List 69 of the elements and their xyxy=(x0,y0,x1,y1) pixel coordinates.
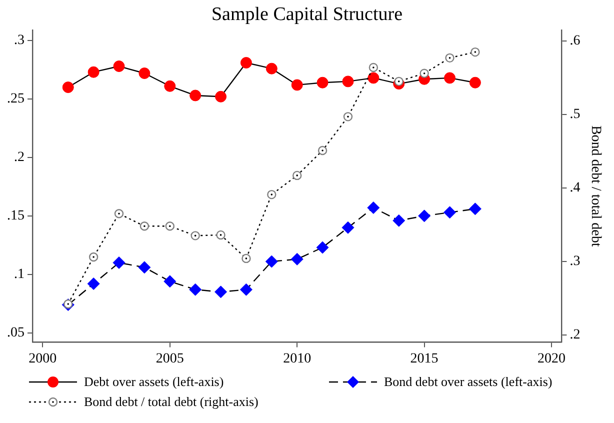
point xyxy=(343,112,353,122)
point xyxy=(112,256,126,269)
y-tick-label: .1 xyxy=(14,267,24,282)
point xyxy=(88,66,100,78)
point xyxy=(265,255,278,268)
legend-label: Bond debt / total debt (right-axis) xyxy=(84,394,258,410)
x-tick-label: 2010 xyxy=(283,351,312,366)
point xyxy=(342,221,354,234)
y2-axis-title: Bond debt / total debt xyxy=(588,125,603,247)
point xyxy=(316,241,329,254)
point xyxy=(342,76,354,88)
y2-tick-label: .6 xyxy=(570,34,580,49)
point xyxy=(418,210,431,222)
point xyxy=(62,82,74,94)
y-tick-label: .15 xyxy=(7,208,24,224)
point xyxy=(367,201,380,214)
x-tick-label: 2015 xyxy=(410,351,438,366)
point xyxy=(469,76,481,88)
point xyxy=(113,60,125,72)
point xyxy=(215,90,227,102)
point xyxy=(240,56,252,68)
y-tick-label: .2 xyxy=(14,150,24,166)
point xyxy=(316,76,328,88)
point xyxy=(470,47,480,57)
point xyxy=(216,230,226,240)
point xyxy=(368,72,380,84)
point xyxy=(190,90,202,102)
point xyxy=(189,283,202,296)
point xyxy=(64,299,73,309)
point xyxy=(291,79,303,91)
point xyxy=(444,72,456,84)
point xyxy=(164,275,176,288)
point xyxy=(87,277,100,290)
point xyxy=(240,283,252,296)
point xyxy=(138,68,150,80)
y2-tick-label: .3 xyxy=(570,254,580,270)
x-tick-label: 2020 xyxy=(538,351,566,366)
point xyxy=(140,222,150,231)
point xyxy=(318,146,328,156)
point xyxy=(114,209,124,218)
point xyxy=(290,252,304,266)
y2-tick-label: .5 xyxy=(570,107,580,122)
point xyxy=(164,80,176,92)
x-tick-label: 2000 xyxy=(28,351,57,366)
point xyxy=(444,206,456,219)
point xyxy=(292,170,302,180)
point xyxy=(165,222,174,231)
y-tick-label: .05 xyxy=(7,326,24,341)
y2-tick-label: .2 xyxy=(570,328,580,343)
y2-tick-label: .4 xyxy=(570,180,580,196)
point xyxy=(214,286,228,298)
y-tick-label: .3 xyxy=(14,33,24,48)
point xyxy=(368,62,378,72)
point xyxy=(267,190,276,200)
point xyxy=(468,202,482,216)
point xyxy=(266,62,278,74)
point xyxy=(394,76,404,86)
point xyxy=(88,252,98,262)
legend-label: Bond debt over assets (left-axis) xyxy=(384,374,552,390)
x-tick-label: 2005 xyxy=(156,351,184,366)
point xyxy=(138,261,151,274)
legend-label: Debt over assets (left-axis) xyxy=(84,374,224,390)
point xyxy=(190,231,200,240)
point xyxy=(392,214,406,227)
point xyxy=(420,68,429,78)
y-tick-label: .25 xyxy=(7,92,24,107)
point xyxy=(242,254,251,264)
point xyxy=(445,53,454,63)
chart-title: Sample Capital Structure xyxy=(210,4,404,26)
